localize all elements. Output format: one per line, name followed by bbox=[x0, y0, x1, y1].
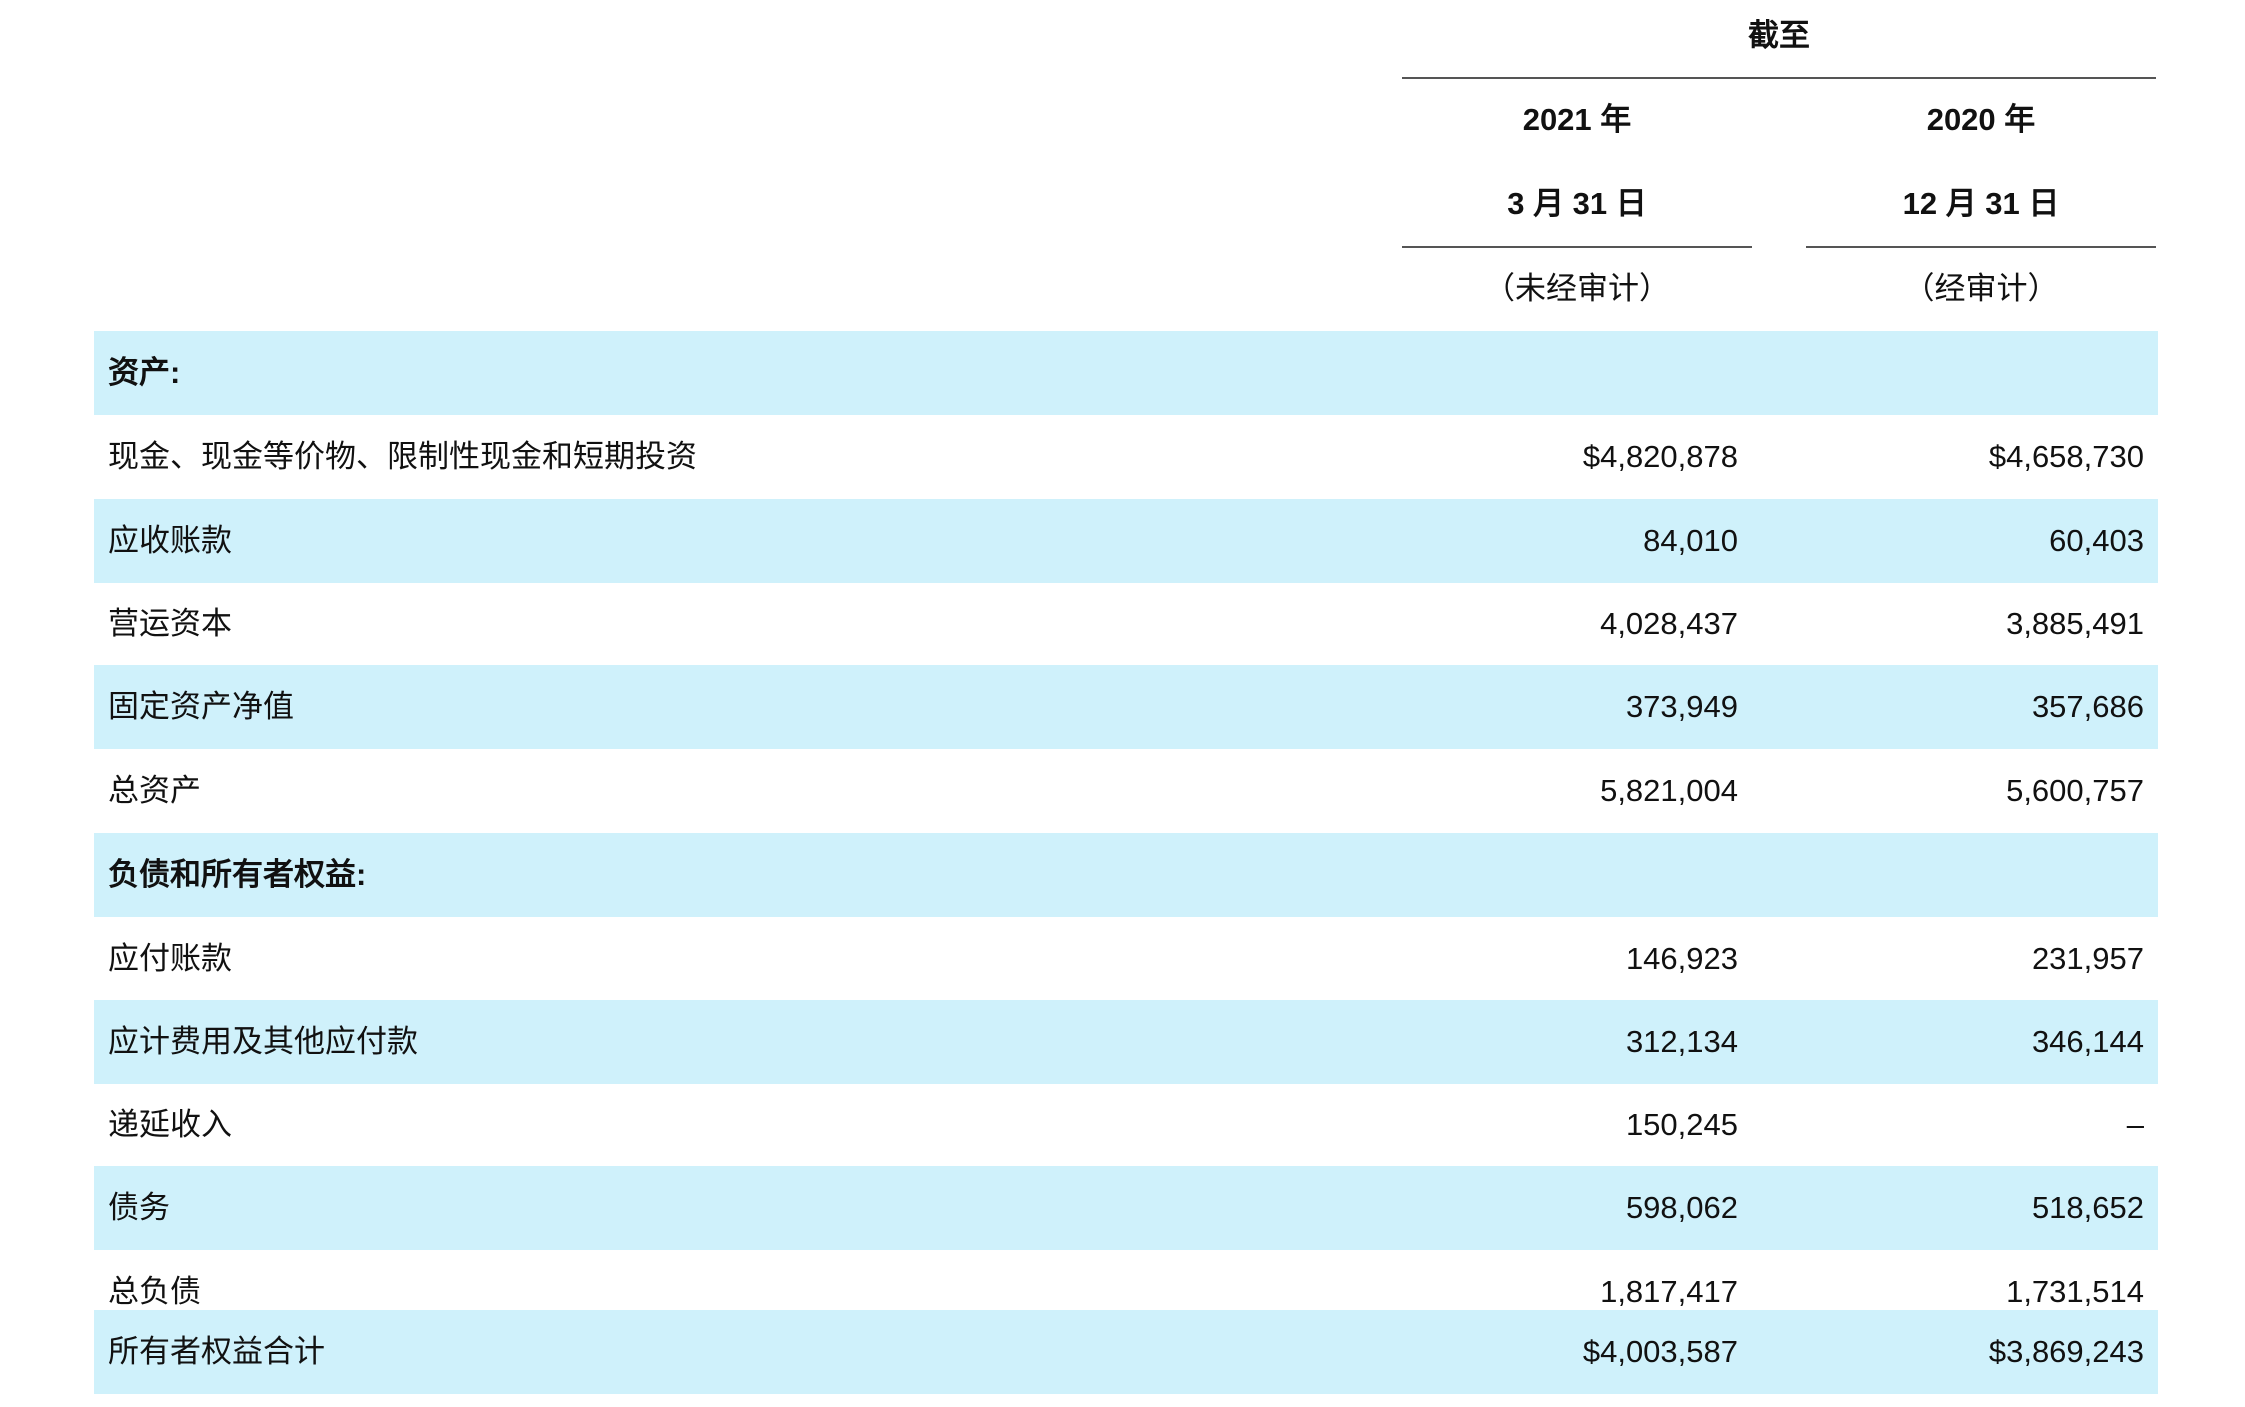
row-value-2020: – bbox=[2126, 1107, 2144, 1142]
row-value-2021: 312,134 bbox=[1625, 1024, 1738, 1059]
row-label: 应计费用及其他应付款 bbox=[108, 1024, 418, 1059]
row-label: 所有者权益合计 bbox=[108, 1334, 325, 1369]
row-value-2021: 1,817,417 bbox=[1600, 1274, 1738, 1309]
table-row: 应收账款 84,010 60,403 bbox=[94, 499, 2158, 583]
col2-note: （经审计） bbox=[1903, 271, 2059, 306]
row-label: 应付账款 bbox=[108, 941, 232, 976]
row-label: 总负债 bbox=[108, 1274, 201, 1309]
col2-rule bbox=[1806, 246, 2156, 248]
col1-year: 2021 年 bbox=[1522, 102, 1632, 137]
row-value-2021: 4,028,437 bbox=[1600, 606, 1738, 641]
table-row: 总资产 5,821,004 5,600,757 bbox=[94, 749, 2158, 833]
table-row: 递延收入 150,245 – bbox=[94, 1083, 2158, 1167]
row-value-2020: 3,885,491 bbox=[2006, 606, 2144, 641]
row-value-2020: 518,652 bbox=[2031, 1190, 2144, 1225]
row-value-2021: 373,949 bbox=[1625, 689, 1738, 724]
row-value-2021: 84,010 bbox=[1643, 523, 1738, 558]
table-row: 营运资本 4,028,437 3,885,491 bbox=[94, 582, 2158, 666]
table-row: 应付账款 146,923 231,957 bbox=[94, 917, 2158, 1001]
col1-date: 3 月 31 日 bbox=[1507, 186, 1647, 221]
row-label: 总资产 bbox=[108, 773, 201, 808]
table-row-section-liabilities: 负债和所有者权益: bbox=[94, 833, 2158, 917]
row-value-2020: 346,144 bbox=[2031, 1024, 2144, 1059]
table-row: 应计费用及其他应付款 312,134 346,144 bbox=[94, 1000, 2158, 1084]
row-value-2020: $4,658,730 bbox=[1988, 439, 2144, 474]
col1-note: （未经审计） bbox=[1484, 271, 1670, 306]
row-label: 债务 bbox=[108, 1190, 170, 1225]
col2-date: 12 月 31 日 bbox=[1902, 186, 2060, 221]
row-value-2020: 231,957 bbox=[2031, 941, 2144, 976]
row-label: 负债和所有者权益: bbox=[108, 857, 367, 892]
row-value-2021: 146,923 bbox=[1625, 941, 1738, 976]
row-value-2021: 5,821,004 bbox=[1600, 773, 1738, 808]
row-label: 现金、现金等价物、限制性现金和短期投资 bbox=[108, 439, 697, 474]
table-row: 总负债 1,817,417 1,731,514 bbox=[94, 1250, 2158, 1310]
row-value-2021: 150,245 bbox=[1625, 1107, 1738, 1142]
table-row-section-assets: 资产: bbox=[94, 331, 2158, 415]
table-row: 债务 598,062 518,652 bbox=[94, 1166, 2158, 1250]
row-label: 应收账款 bbox=[108, 523, 232, 558]
row-value-2021: $4,003,587 bbox=[1582, 1334, 1738, 1369]
row-value-2020: 357,686 bbox=[2031, 689, 2144, 724]
table-row: 固定资产净值 373,949 357,686 bbox=[94, 665, 2158, 749]
row-value-2021: 598,062 bbox=[1625, 1190, 1738, 1225]
col1-rule bbox=[1402, 246, 1752, 248]
table-row: 现金、现金等价物、限制性现金和短期投资 $4,820,878 $4,658,73… bbox=[94, 415, 2158, 499]
row-value-2020: 1,731,514 bbox=[2006, 1274, 2144, 1309]
as-of-heading: 截至 bbox=[1748, 18, 1810, 53]
row-value-2021: $4,820,878 bbox=[1582, 439, 1738, 474]
row-label: 固定资产净值 bbox=[108, 689, 294, 724]
row-label: 递延收入 bbox=[108, 1107, 232, 1142]
row-label: 营运资本 bbox=[108, 606, 232, 641]
table-row-total-equity: 所有者权益合计 $4,003,587 $3,869,243 bbox=[94, 1310, 2158, 1394]
row-value-2020: 5,600,757 bbox=[2006, 773, 2144, 808]
row-value-2020: 60,403 bbox=[2049, 523, 2144, 558]
row-value-2020: $3,869,243 bbox=[1988, 1334, 2144, 1369]
row-label: 资产: bbox=[108, 355, 181, 390]
col2-year: 2020 年 bbox=[1926, 102, 2036, 137]
header-rule-top bbox=[1402, 77, 2156, 79]
